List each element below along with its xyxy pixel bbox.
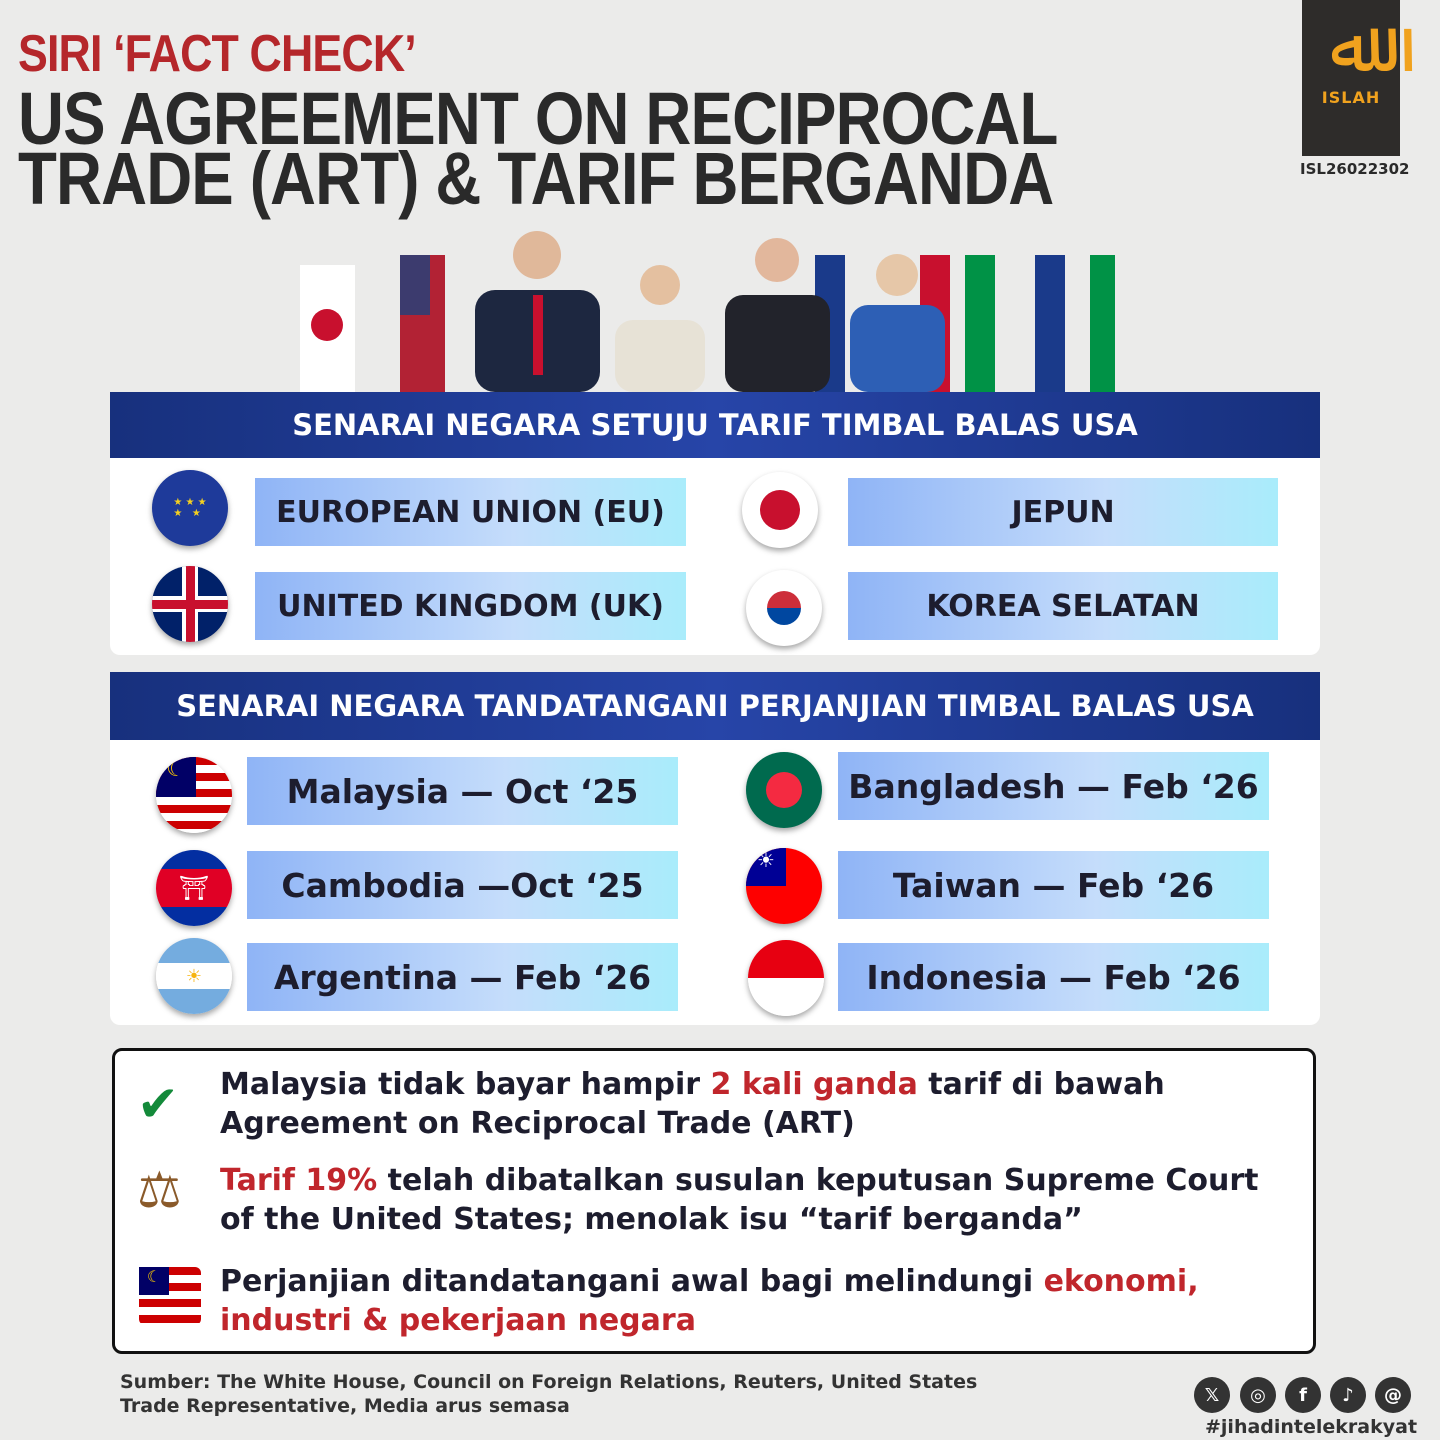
point-2: Tarif 19% telah dibatalkan susulan keput… [220,1163,1259,1237]
eu-flag-icon: ★ ★ ★ ★ ★ [152,470,228,546]
country-south-korea: KOREA SELATAN [848,572,1278,640]
logo-name: ISLAH [1321,88,1381,107]
instagram-icon[interactable]: ◎ [1240,1377,1276,1413]
taiwan-flag-icon: ☀ [746,848,822,924]
argentina-flag-icon: ☀ [156,938,232,1014]
section2-header: SENARAI NEGARA TANDATANGANI PERJANJIAN T… [110,672,1320,740]
x-icon[interactable]: 𝕏 [1194,1377,1230,1413]
post-code: ISL26022302 [1300,160,1410,178]
calligraphy-icon: ﷲ [1329,4,1373,88]
leaders-photo [300,231,1115,392]
country-cambodia: Cambodia —Oct ‘25 [247,851,678,919]
country-indonesia: Indonesia — Feb ‘26 [838,943,1269,1011]
check-icon: ✔ [137,1075,179,1133]
facebook-icon[interactable]: f [1285,1377,1321,1413]
main-title-line1: US AGREEMENT ON RECIPROCAL [18,77,1058,160]
bangladesh-flag-icon [746,752,822,828]
country-uk: UNITED KINGDOM (UK) [255,572,686,640]
japan-flag-icon [742,472,818,548]
country-taiwan: Taiwan — Feb ‘26 [838,851,1269,919]
country-malaysia: Malaysia — Oct ‘25 [247,757,678,825]
country-bangladesh: Bangladesh — Feb ‘26 [838,752,1269,820]
scales-icon: ⚖ [137,1161,182,1219]
country-eu: EUROPEAN UNION (EU) [255,478,686,546]
malaysia-flag-icon: ☾ [156,757,232,833]
main-title-line2: TRADE (ART) & TARIF BERGANDA [18,137,1054,220]
hashtag: #jihadintelekrakyat [1205,1416,1418,1438]
key-points-box: ✔ Malaysia tidak bayar hampir 2 kali gan… [112,1048,1316,1354]
malaysia-flag-icon: ☾ [139,1267,201,1325]
uk-flag-icon [152,566,228,642]
country-japan: JEPUN [848,478,1278,546]
islah-logo: ﷲ ISLAH [1302,0,1400,156]
threads-icon[interactable]: @ [1375,1377,1411,1413]
series-title: SIRI ‘FACT CHECK’ [18,25,417,83]
cambodia-flag-icon: ⛩ [156,850,232,926]
people [475,231,945,392]
indonesia-flag-icon [748,940,824,1016]
country-argentina: Argentina — Feb ‘26 [247,943,678,1011]
point-1: Malaysia tidak bayar hampir 2 kali ganda… [220,1067,1165,1141]
section1-header: SENARAI NEGARA SETUJU TARIF TIMBAL BALAS… [110,392,1320,458]
flags [300,255,1115,392]
south-korea-flag-icon [746,570,822,646]
point-3: Perjanjian ditandatangani awal bagi meli… [220,1264,1199,1338]
sources: Sumber: The White House, Council on Fore… [120,1371,978,1417]
tiktok-icon[interactable]: ♪ [1330,1377,1366,1413]
